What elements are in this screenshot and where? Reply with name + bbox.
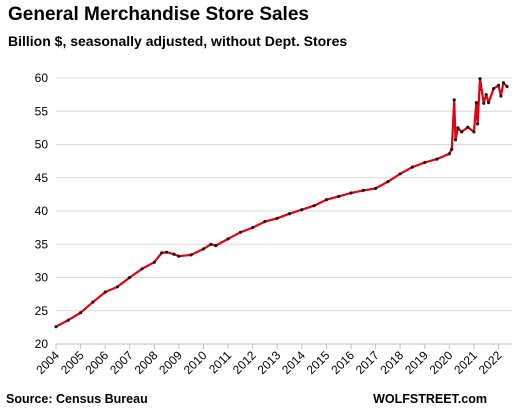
data-point xyxy=(172,252,176,256)
data-point xyxy=(374,186,378,190)
x-tick-label: 2008 xyxy=(132,348,161,377)
y-tick-label: 40 xyxy=(35,204,49,218)
y-tick-label: 50 xyxy=(35,138,49,152)
x-tick-label: 2011 xyxy=(206,348,234,376)
source-note: Source: Census Bureau xyxy=(6,392,148,406)
data-point xyxy=(435,157,439,161)
data-point xyxy=(189,253,193,257)
data-point xyxy=(66,318,70,322)
data-point xyxy=(410,165,414,169)
x-tick-label: 2021 xyxy=(451,348,480,377)
data-point xyxy=(447,152,451,156)
y-tick-label: 20 xyxy=(35,337,49,351)
data-point xyxy=(54,325,58,329)
data-point xyxy=(79,311,83,315)
x-tick-label: 2010 xyxy=(181,348,210,377)
data-point xyxy=(300,208,304,212)
data-point xyxy=(128,275,132,280)
y-tick-label: 45 xyxy=(35,171,49,185)
y-tick-label: 30 xyxy=(35,271,49,285)
data-point xyxy=(423,160,427,165)
x-tick-label: 2019 xyxy=(402,348,431,377)
data-point xyxy=(450,147,454,151)
data-point xyxy=(214,244,218,248)
data-point xyxy=(152,260,156,264)
x-tick-label: 2012 xyxy=(230,348,259,377)
data-point xyxy=(478,77,482,81)
y-axis: 20 25 30 35 40 45 50 55 60 xyxy=(35,71,49,351)
x-tick-label: 2016 xyxy=(328,348,357,377)
data-point xyxy=(226,237,230,241)
data-point xyxy=(484,93,488,97)
data-point xyxy=(103,290,107,294)
data-point xyxy=(263,220,267,224)
data-point xyxy=(251,226,255,230)
x-tick-label: 2022 xyxy=(476,348,505,377)
series-layer xyxy=(54,77,509,329)
x-tick-label: 2020 xyxy=(427,348,456,377)
x-tick-label: 2009 xyxy=(156,348,185,377)
x-tick-label: 2007 xyxy=(107,348,136,377)
x-tick-label: 2006 xyxy=(83,348,112,377)
chart-title: General Merchandise Store Sales xyxy=(8,4,309,25)
data-point xyxy=(499,94,503,98)
data-point xyxy=(201,247,206,251)
data-point xyxy=(505,85,509,89)
data-point xyxy=(501,81,505,85)
x-tick-label: 2018 xyxy=(377,348,406,377)
x-tick-label: 2013 xyxy=(255,348,284,377)
data-point xyxy=(209,242,213,246)
x-tick-label: 2004 xyxy=(33,348,62,377)
x-tick-label: 2005 xyxy=(58,348,87,377)
data-point xyxy=(91,300,95,304)
y-tick-label: 25 xyxy=(35,304,49,318)
chart-subtitle: Billion $, seasonally adjusted, without … xyxy=(8,33,348,49)
data-point xyxy=(456,126,460,130)
data-point xyxy=(496,83,501,87)
data-point xyxy=(238,230,242,234)
data-point xyxy=(287,212,292,216)
data-point xyxy=(177,254,181,258)
data-point xyxy=(398,172,402,176)
data-point xyxy=(386,180,390,184)
data-point xyxy=(474,101,478,105)
x-tick-label: 2015 xyxy=(304,348,333,377)
data-point xyxy=(482,101,486,105)
data-point xyxy=(160,251,164,255)
y-tick-label: 60 xyxy=(35,71,49,85)
data-point xyxy=(337,194,341,198)
x-tick-label: 2014 xyxy=(279,348,308,377)
y-tick-label: 55 xyxy=(35,104,49,118)
data-point xyxy=(349,191,353,195)
data-point xyxy=(140,267,144,271)
data-point xyxy=(453,138,458,142)
data-point xyxy=(275,216,279,220)
data-point xyxy=(324,198,328,202)
data-point xyxy=(460,130,464,134)
x-axis: 2004200520062007200820092010201120122013… xyxy=(33,344,505,377)
y-tick-label: 35 xyxy=(35,237,49,251)
data-point xyxy=(476,122,480,126)
gridlines xyxy=(56,77,512,345)
data-point xyxy=(466,125,470,129)
data-point xyxy=(165,250,169,254)
series-line xyxy=(55,77,508,328)
data-point xyxy=(472,130,476,134)
data-point xyxy=(312,204,316,208)
data-point xyxy=(361,188,365,192)
data-point xyxy=(487,101,491,105)
brand-mark: WOLFSTREET.com xyxy=(373,392,487,406)
data-point xyxy=(115,285,120,289)
x-tick-label: 2017 xyxy=(353,348,382,377)
data-point xyxy=(492,87,496,91)
data-point xyxy=(452,98,456,102)
